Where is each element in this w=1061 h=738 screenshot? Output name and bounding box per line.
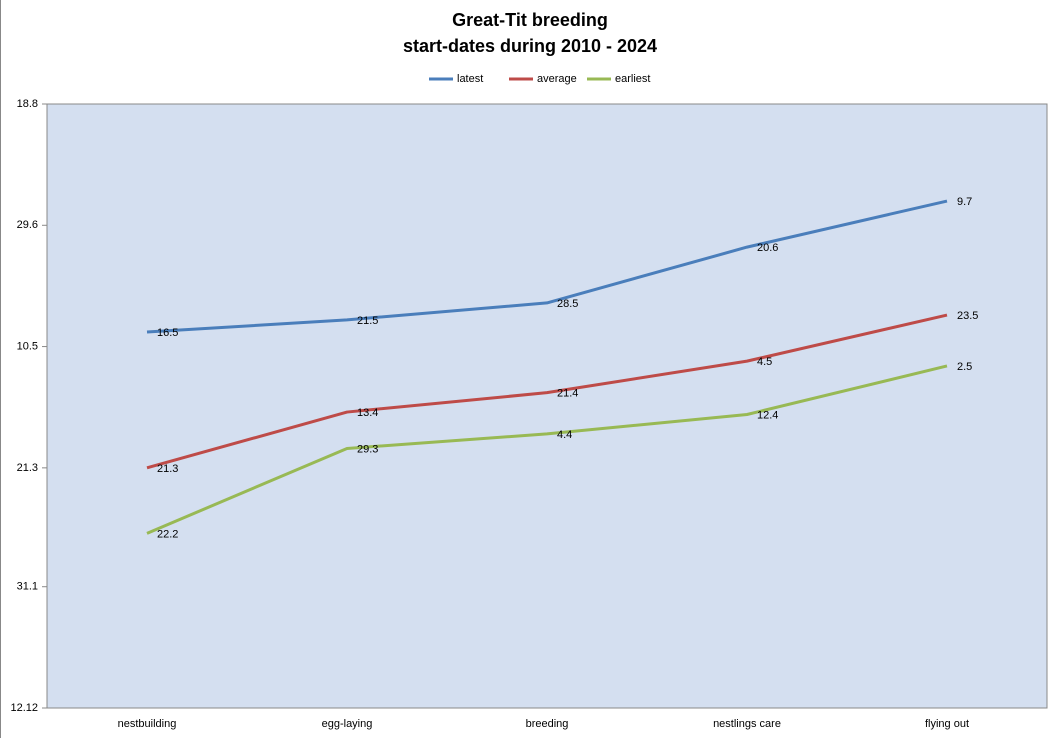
data-label: 9.7 (957, 196, 972, 208)
x-tick-label: flying out (925, 718, 969, 730)
y-tick-label: 12.12 (10, 702, 38, 714)
chart-title: Great-Tit breeding (452, 10, 608, 30)
data-label: 16.5 (157, 327, 178, 339)
data-label: 21.3 (157, 463, 178, 475)
data-label: 28.5 (557, 298, 578, 310)
legend-label: average (537, 73, 577, 85)
data-label: 21.5 (357, 315, 378, 327)
line-series (146, 313, 948, 470)
data-label: 23.5 (957, 310, 978, 322)
data-label: 4.4 (557, 429, 572, 441)
y-tick-label: 10.5 (17, 340, 38, 352)
legend-label: latest (457, 73, 483, 85)
x-tick-label: egg-laying (322, 718, 373, 730)
x-tick-label: breeding (526, 718, 569, 730)
plot-area (46, 103, 1048, 709)
data-label: 12.4 (757, 409, 778, 421)
data-label: 4.5 (757, 356, 772, 368)
y-tick-label: 21.3 (17, 462, 38, 474)
data-label: 20.6 (757, 242, 778, 254)
y-tick-label: 29.6 (17, 219, 38, 231)
x-tick-label: nestlings care (713, 718, 781, 730)
chart-title: start-dates during 2010 - 2024 (403, 36, 657, 56)
y-tick-label: 18.8 (17, 98, 38, 110)
line-series (146, 199, 948, 334)
data-label: 22.2 (157, 528, 178, 540)
legend-label: earliest (615, 73, 650, 85)
data-label: 29.3 (357, 443, 378, 455)
data-label: 21.4 (557, 388, 578, 400)
data-label: 2.5 (957, 361, 972, 373)
y-tick-label: 31.1 (17, 581, 38, 593)
x-tick-label: nestbuilding (118, 718, 177, 730)
line-series (146, 364, 948, 535)
data-label: 13.4 (357, 407, 378, 419)
